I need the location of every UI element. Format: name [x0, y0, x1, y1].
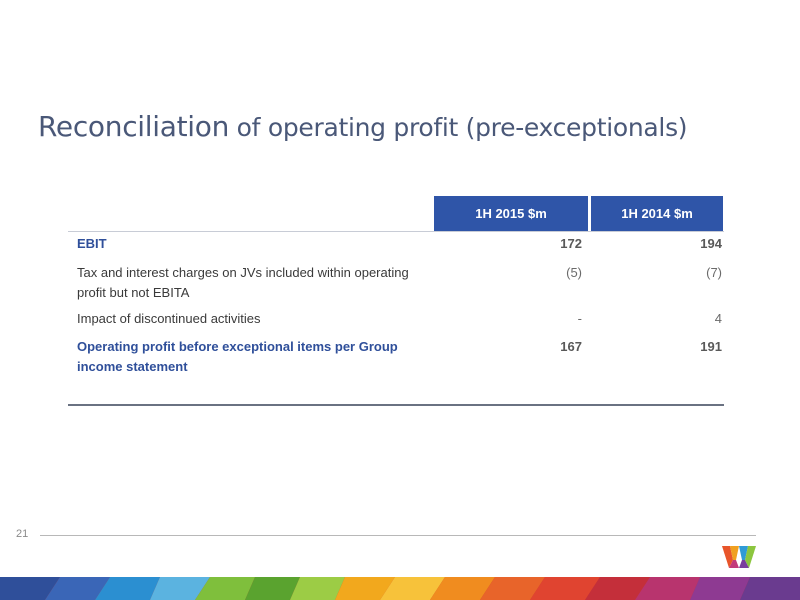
row-label: Operating profit before exceptional item… — [77, 339, 398, 374]
row-label: EBIT — [77, 236, 107, 251]
slide-title: Reconciliation of operating profit (pre-… — [38, 110, 688, 143]
row-value-2015: 167 — [560, 339, 582, 354]
row-value-2014: 4 — [714, 311, 722, 326]
row-label: Tax and interest charges on JVs included… — [77, 265, 409, 300]
row-label: Impact of discontinued activities — [77, 311, 261, 326]
table-bottom-rule — [68, 404, 724, 406]
row-value-2014: 191 — [700, 339, 722, 354]
row-value-2014: 194 — [700, 236, 722, 251]
table-top-rule — [68, 231, 724, 232]
row-value-2015: (5) — [566, 265, 582, 280]
column-header-2015: 1H 2015 $m — [434, 196, 588, 231]
row-value-2014: (7) — [706, 265, 722, 280]
title-rest: of operating profit (pre-exceptionals) — [229, 113, 688, 142]
page-number: 21 — [16, 528, 29, 540]
multicolor-band — [0, 577, 800, 600]
footer-rule — [40, 535, 756, 536]
column-header-2014: 1H 2014 $m — [591, 196, 723, 231]
row-value-2015: 172 — [560, 236, 582, 251]
title-main: Reconciliation — [38, 110, 230, 143]
row-value-2015: - — [577, 311, 582, 326]
w-logo-icon — [722, 546, 756, 568]
